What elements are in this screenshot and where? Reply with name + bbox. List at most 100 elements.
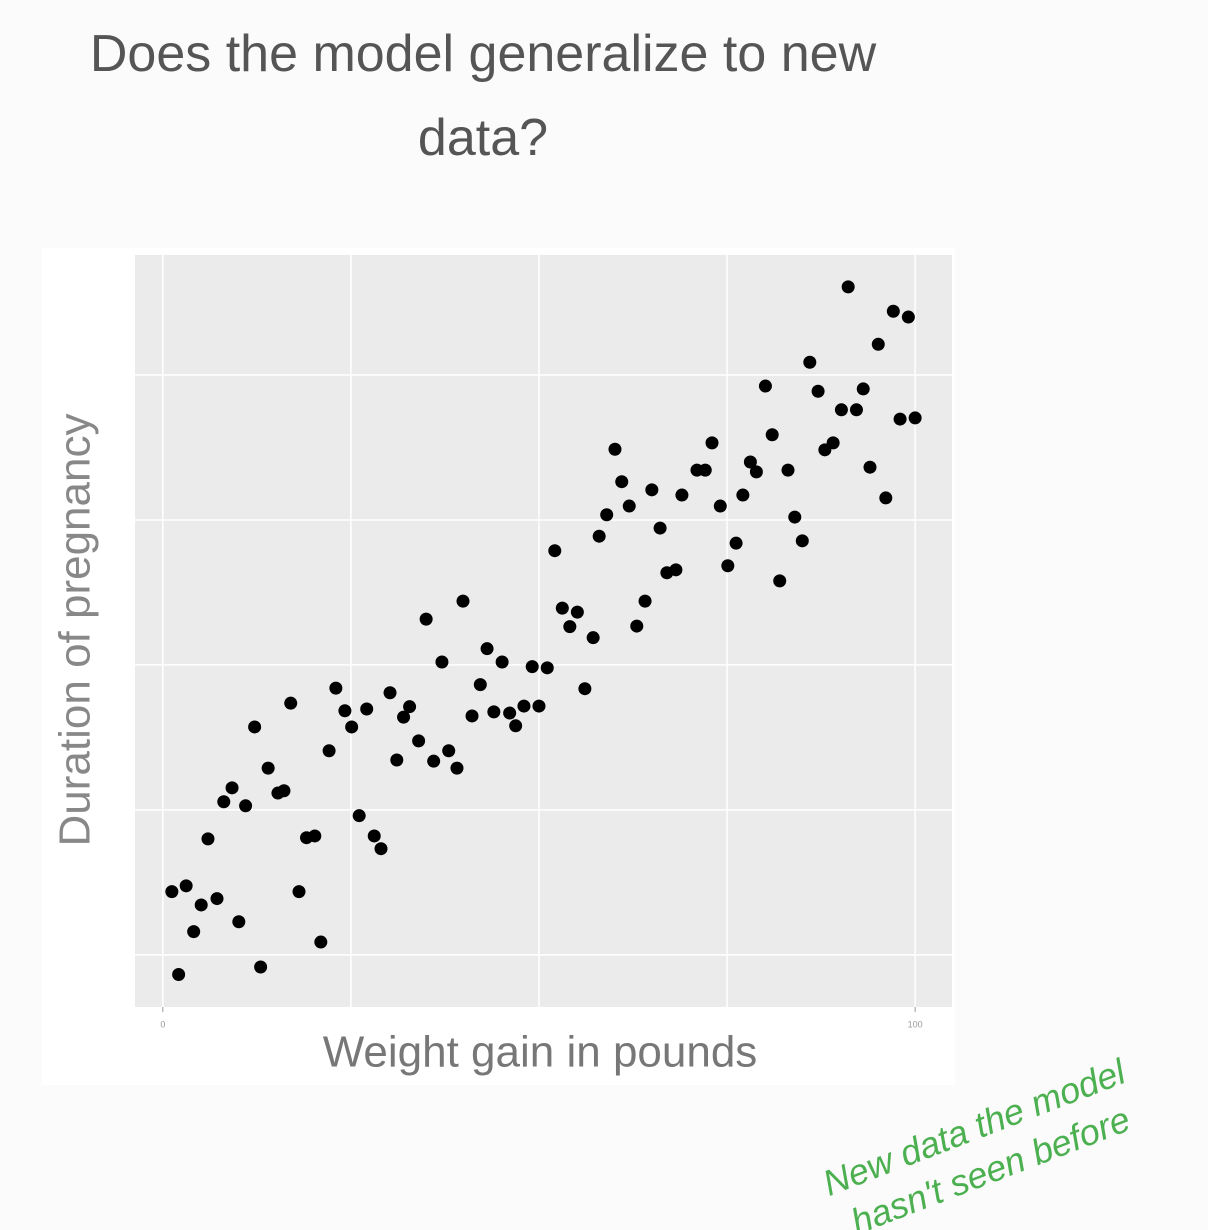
point [908, 411, 922, 425]
point [517, 699, 531, 713]
point [592, 529, 606, 543]
point [487, 705, 501, 719]
point [367, 829, 381, 843]
point [586, 631, 600, 645]
point [480, 642, 494, 656]
plot-panel [135, 255, 952, 1007]
point [749, 465, 763, 479]
point [705, 436, 719, 450]
point [713, 499, 727, 513]
point [578, 682, 592, 696]
y-axis-label: Duration of pregnancy [51, 414, 100, 847]
point [795, 534, 809, 548]
point [743, 455, 757, 469]
point [736, 488, 750, 502]
point [669, 563, 683, 577]
point [563, 620, 577, 634]
point [901, 310, 915, 324]
point [172, 968, 186, 982]
point [217, 795, 231, 809]
point [210, 892, 224, 906]
point [308, 829, 322, 843]
point [622, 499, 636, 513]
point [248, 720, 262, 734]
point [548, 544, 562, 558]
point [638, 594, 652, 608]
point [165, 885, 179, 899]
point [412, 734, 426, 748]
point [403, 700, 417, 714]
point [360, 702, 374, 716]
point [442, 744, 456, 758]
point [225, 781, 239, 795]
point [322, 744, 336, 758]
point [390, 753, 404, 767]
x-axis-label: Weight gain in pounds [323, 1028, 758, 1077]
point [863, 460, 877, 474]
point [473, 678, 487, 692]
point [788, 510, 802, 524]
point [879, 491, 893, 505]
point [352, 809, 366, 823]
point [826, 436, 840, 450]
point [765, 428, 779, 442]
point [284, 696, 298, 710]
point [232, 915, 246, 929]
point [345, 720, 359, 734]
point [698, 463, 712, 477]
point [729, 536, 743, 550]
point [465, 709, 479, 723]
point [456, 594, 470, 608]
point [201, 832, 215, 846]
point [886, 304, 900, 318]
point [419, 612, 433, 626]
point [803, 355, 817, 369]
point [509, 719, 523, 733]
point [525, 660, 539, 674]
point [187, 925, 201, 939]
point [254, 960, 268, 974]
point [179, 879, 193, 893]
point [374, 842, 388, 856]
point [329, 681, 343, 695]
point [893, 412, 907, 426]
point [555, 601, 569, 615]
point [427, 754, 441, 768]
point [721, 559, 735, 573]
point [261, 761, 275, 775]
point [849, 403, 863, 417]
point [314, 935, 328, 949]
point [856, 382, 870, 396]
point [503, 706, 517, 720]
point [675, 488, 689, 502]
point [532, 699, 546, 713]
point [811, 384, 825, 398]
point [277, 784, 291, 798]
x-tick-label: 100 [908, 1019, 923, 1029]
point [758, 379, 772, 393]
point [781, 463, 795, 477]
point [435, 655, 449, 669]
chart-title: Does the model generalize to new data? [89, 25, 877, 167]
point [338, 704, 352, 718]
point [841, 280, 855, 294]
point [615, 475, 629, 489]
point [608, 442, 622, 456]
point [292, 885, 306, 899]
point [600, 508, 614, 522]
point [194, 898, 208, 912]
point [773, 574, 787, 588]
point [495, 655, 509, 669]
point [239, 799, 253, 813]
point [645, 483, 659, 497]
point [397, 710, 411, 724]
point [540, 661, 554, 675]
point [570, 605, 584, 619]
point [630, 619, 644, 633]
point [450, 761, 464, 775]
point [834, 403, 848, 417]
point [871, 337, 885, 351]
point [653, 521, 667, 535]
